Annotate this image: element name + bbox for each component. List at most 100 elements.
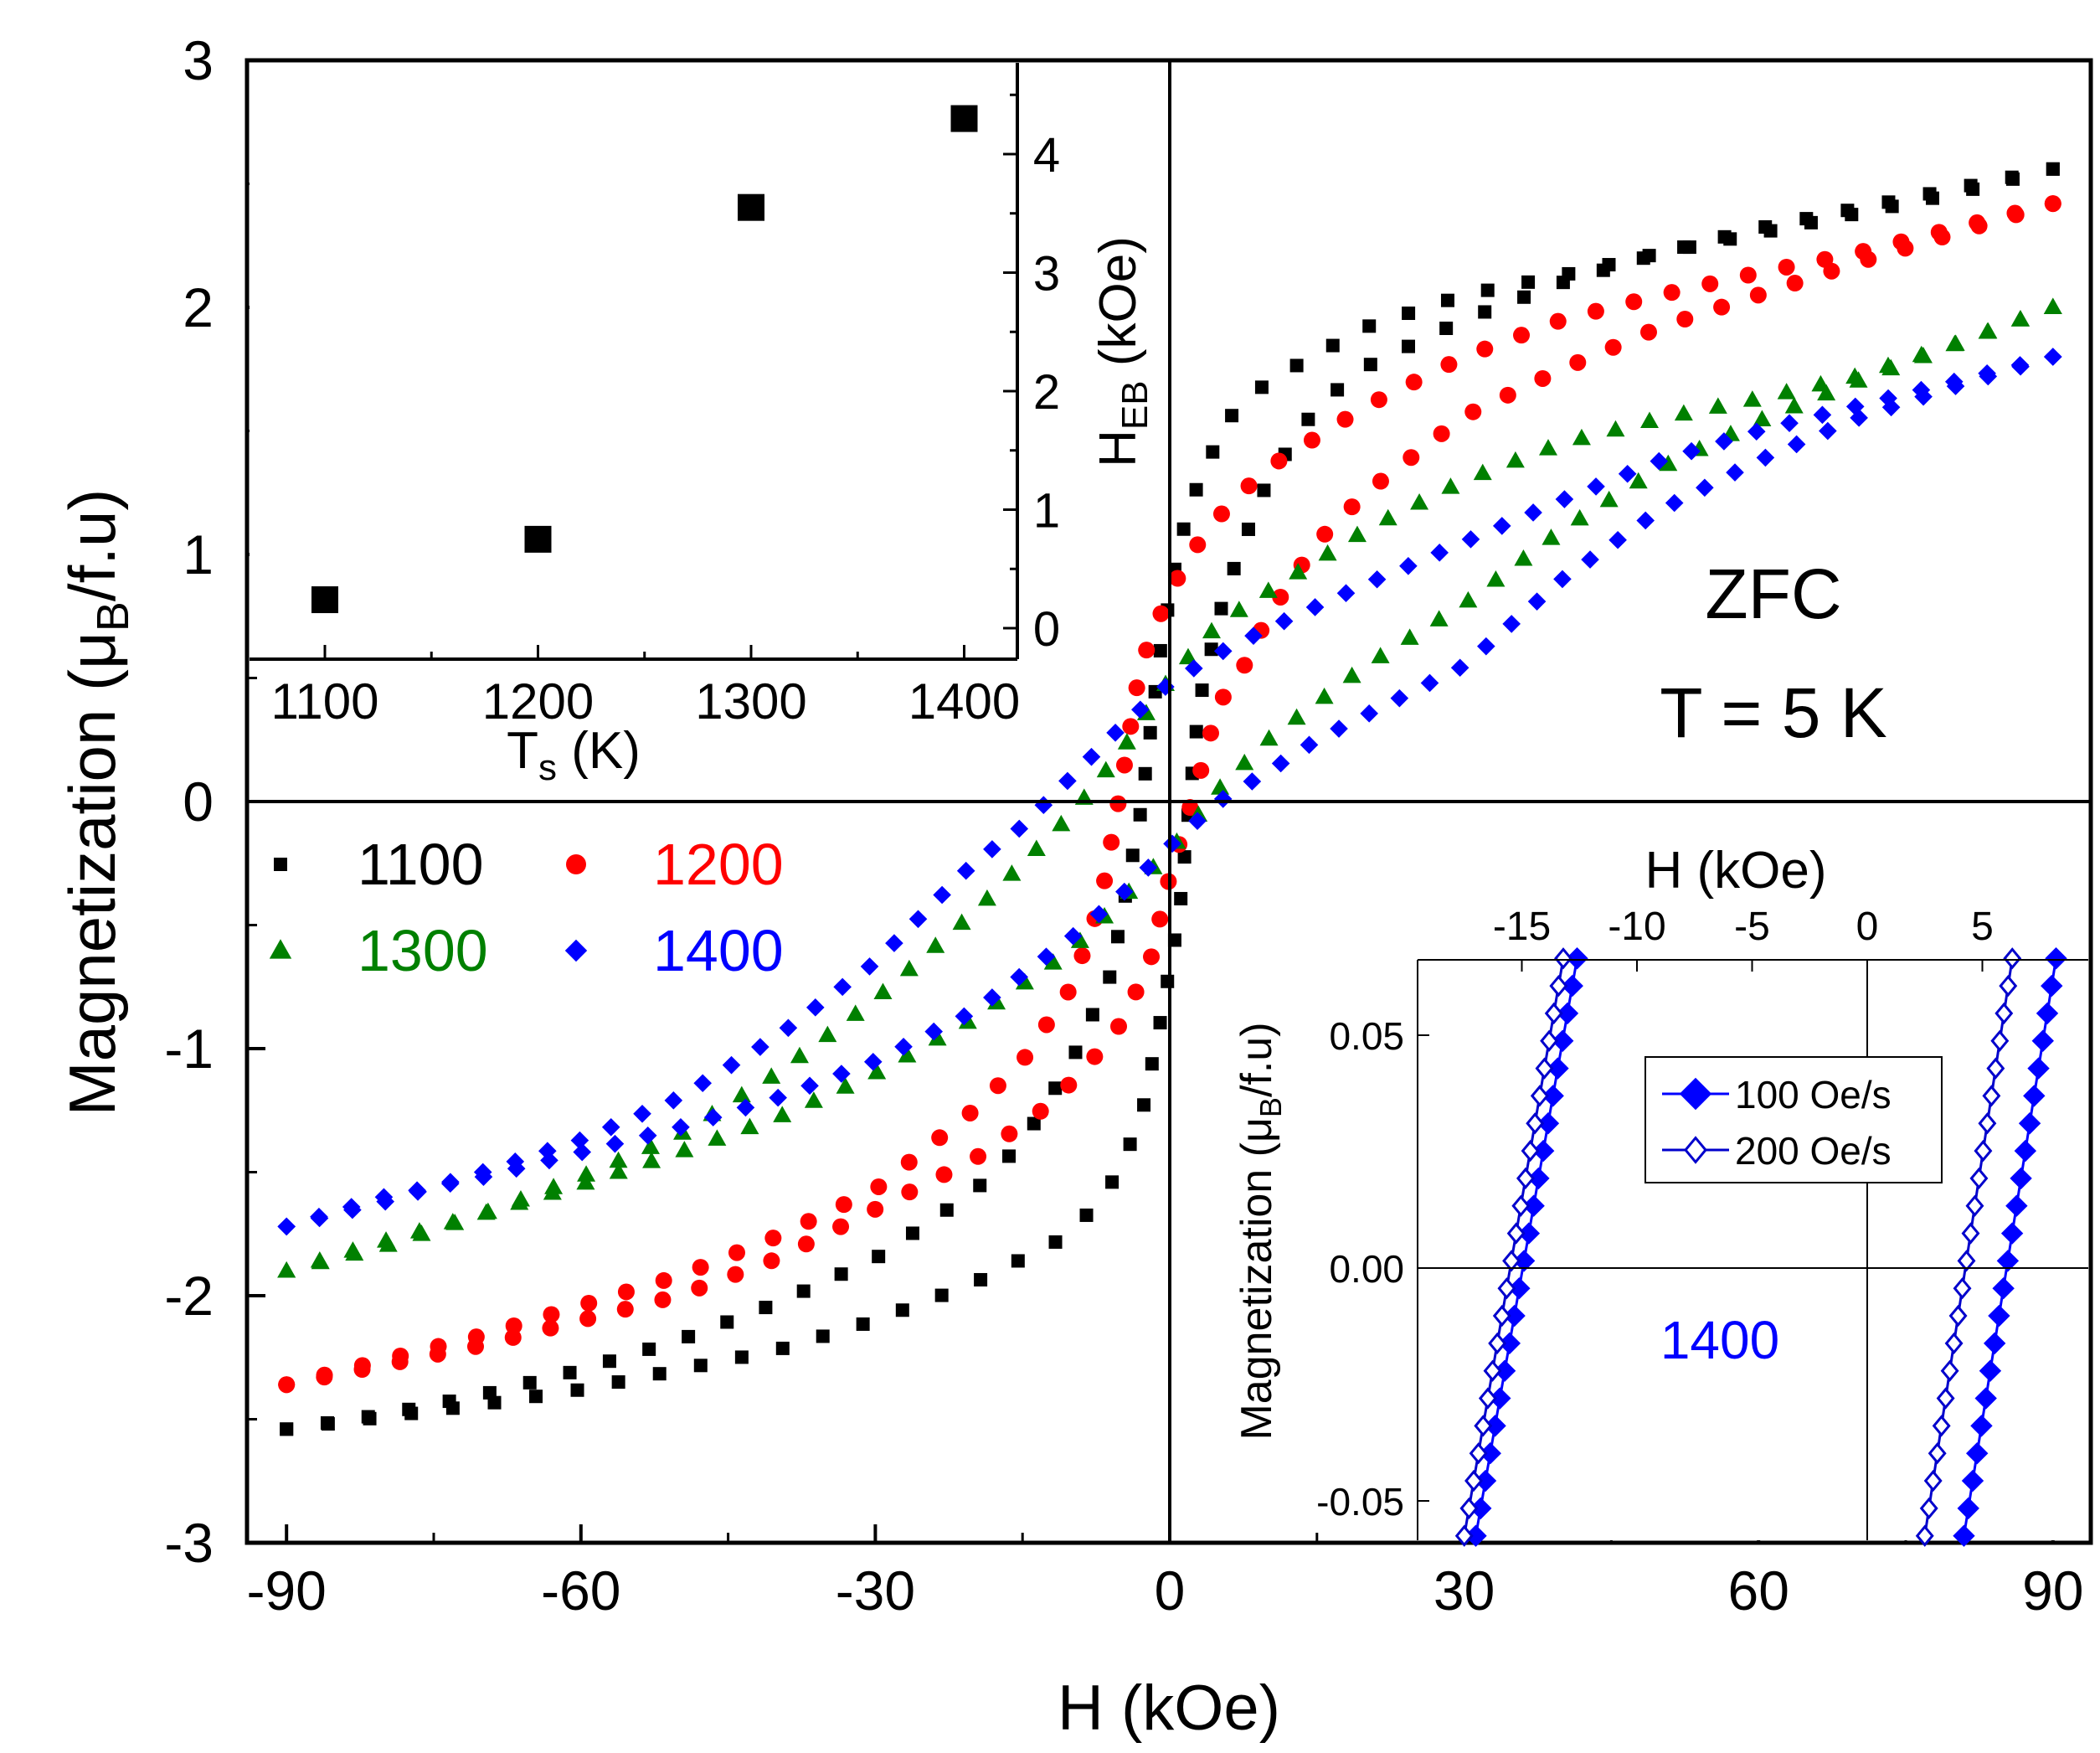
data-point-1200 [316, 1369, 333, 1386]
inset2-open-diamond-point [1492, 1304, 1511, 1328]
data-point-1400 [1163, 834, 1181, 853]
data-point-1100 [1480, 283, 1495, 297]
data-point-1400 [1082, 747, 1101, 766]
data-point-1300 [443, 1213, 462, 1230]
data-point-1200 [1060, 1076, 1078, 1094]
data-point-1100 [834, 1267, 848, 1281]
data-point-1400 [374, 1188, 394, 1207]
data-point-1100 [856, 1317, 870, 1331]
data-point-1200 [353, 1361, 371, 1379]
data-point-1200 [1212, 505, 1230, 523]
data-point-1200 [1372, 472, 1389, 490]
data-point-1200 [580, 1294, 598, 1312]
data-point-1300 [642, 1152, 661, 1168]
inset2-filled-diamond-point [1474, 1469, 1497, 1493]
data-point-1400 [1330, 719, 1348, 738]
data-point-1400 [1726, 463, 1744, 482]
data-point-1400 [693, 1074, 713, 1093]
data-point-1200 [1625, 293, 1643, 311]
annotation-zfc: ZFC [1705, 554, 1841, 633]
data-point-1300 [641, 1137, 660, 1154]
data-point-1100 [1161, 974, 1175, 988]
data-point-1200 [1303, 431, 1320, 449]
inset2-open-diamond-point [1986, 1057, 2005, 1080]
data-point-1300 [1002, 864, 1022, 881]
data-point-1200 [1128, 679, 1145, 697]
data-point-1300 [1486, 570, 1506, 587]
data-point-1400 [570, 1131, 589, 1150]
data-point-1200 [1749, 286, 1767, 304]
data-point-1200 [1181, 799, 1199, 817]
inset2-legend-marker-filled [1679, 1077, 1712, 1111]
legend-label-1400: 1400 [653, 918, 784, 983]
inset2-open-diamond-point [1459, 1497, 1479, 1520]
data-point-1400 [806, 998, 825, 1017]
data-point-1100 [652, 1367, 667, 1381]
y-tick-label: -1 [164, 1018, 214, 1080]
data-point-1100 [1153, 643, 1167, 657]
inset2-filled-diamond-point [1536, 1112, 1560, 1135]
inset2-open-diamond-point [1940, 1359, 1959, 1382]
inset2-filled-diamond-point [2010, 1167, 2032, 1190]
data-point-1300 [1777, 383, 1796, 400]
inset2-open-diamond-point [1511, 1194, 1531, 1217]
data-point-1200 [543, 1306, 560, 1323]
data-point-1400 [1156, 678, 1175, 696]
data-point-1100 [1177, 850, 1192, 864]
data-point-1200 [1639, 323, 1657, 341]
inset-top-left-x-ticks: 1100 1200 1300 1400 [270, 645, 1020, 730]
data-point-1200 [1192, 761, 1210, 779]
data-point-1400 [1058, 771, 1077, 791]
data-point-1300 [1027, 839, 1046, 857]
data-point-1300 [1459, 590, 1478, 608]
inset2-filled-diamond-point [1464, 1524, 1487, 1547]
data-point-1300 [926, 936, 945, 953]
x-tick-label: -30 [836, 1560, 915, 1622]
data-point-1200 [1476, 340, 1494, 358]
main-series-layer [277, 162, 2062, 1436]
data-point-1300 [1629, 472, 1648, 489]
data-point-1300 [762, 1067, 781, 1084]
data-point-1400 [1188, 812, 1207, 830]
inset2-open-diamond-point [1554, 947, 1572, 970]
data-point-1300 [1259, 729, 1279, 746]
data-point-1400 [924, 1022, 944, 1041]
data-point-1300 [1211, 778, 1230, 795]
data-point-1400 [1300, 735, 1319, 755]
data-point-1300 [732, 1085, 751, 1103]
data-point-1300 [1441, 477, 1460, 494]
data-point-1400 [1881, 398, 1901, 417]
inset2-open-diamond-point [1521, 1139, 1540, 1163]
data-point-1300 [476, 1203, 496, 1220]
data-point-1400 [1213, 790, 1233, 808]
data-point-1100 [2005, 170, 2019, 184]
inset2-100 Oe/s left [1464, 947, 1588, 1547]
data-point-1300 [1708, 397, 1727, 414]
data-point-1400 [860, 957, 879, 976]
data-point-1200 [797, 1235, 815, 1253]
data-point-1300 [1202, 621, 1221, 639]
inset2-filled-diamond-point [1961, 1469, 1984, 1493]
data-point-1300 [846, 1004, 865, 1021]
x-tick-label: 30 [1433, 1560, 1495, 1622]
data-point-1400 [1360, 704, 1378, 723]
inset2-open-diamond-point [1928, 1442, 1947, 1465]
y-tick-label: 1 [183, 523, 214, 585]
data-point-1100 [759, 1301, 773, 1315]
main-legend: 1100 1200 1300 1400 [269, 832, 784, 983]
data-point-1100 [1517, 290, 1531, 304]
inset-bottom-right-y-title-subscript: B [1253, 1097, 1288, 1117]
inset1-x-tick-label: 1300 [695, 673, 806, 730]
data-point-1300 [818, 1025, 837, 1043]
data-point-1200 [1713, 298, 1731, 316]
inset2-connecting-line [1963, 958, 2057, 1536]
data-point-1100 [1758, 219, 1773, 234]
data-point-1400 [1010, 967, 1028, 987]
legend-label-1200: 1200 [653, 832, 784, 897]
data-point-1100 [1068, 1045, 1083, 1060]
data-point-1100 [1105, 1175, 1119, 1189]
data-point-1200 [1499, 386, 1516, 404]
inset2-filled-diamond-point [1493, 1359, 1516, 1382]
data-point-1400 [1430, 544, 1449, 562]
